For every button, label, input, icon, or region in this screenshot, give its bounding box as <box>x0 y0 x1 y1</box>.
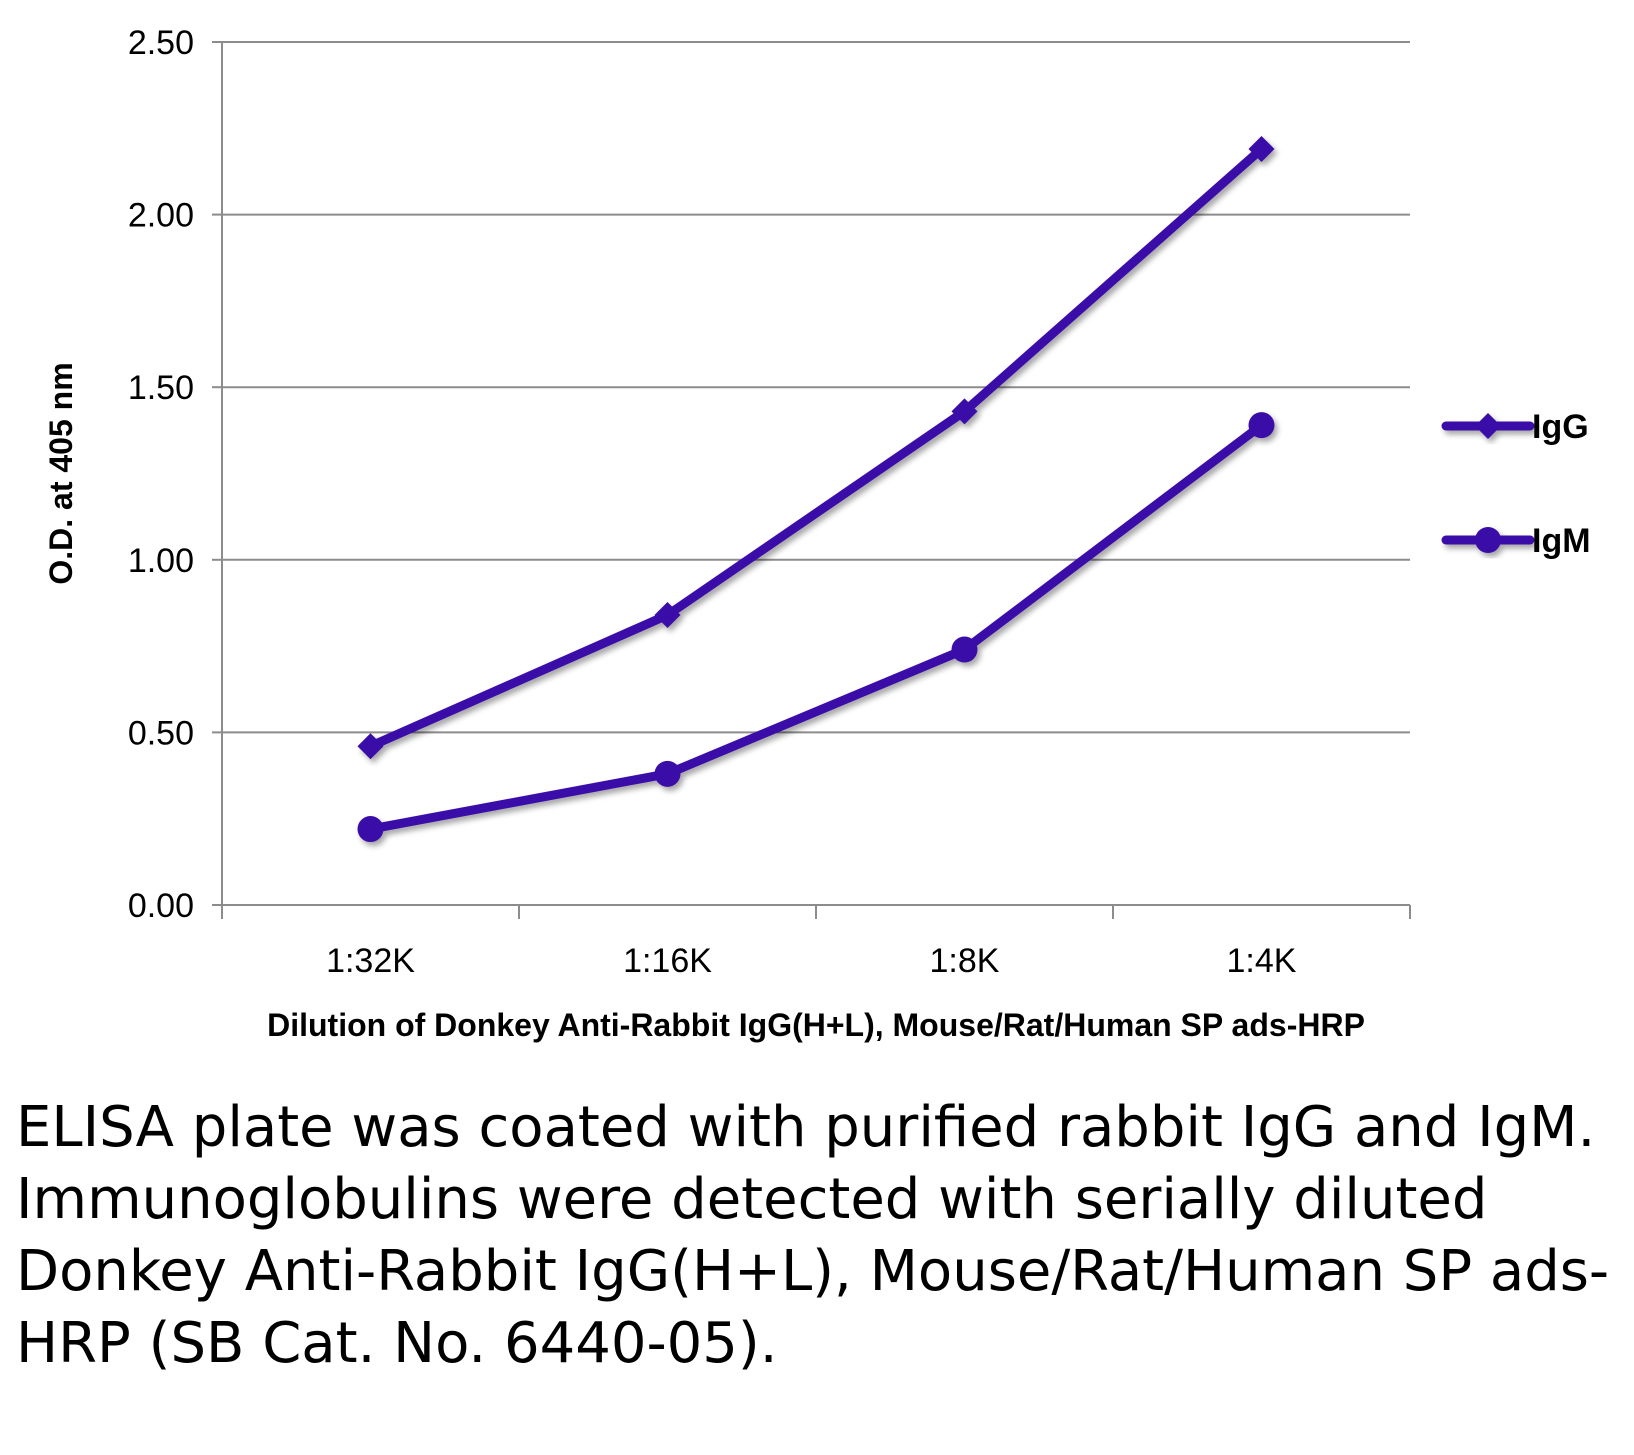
y-axis-title: O.D. at 405 nm <box>43 362 79 584</box>
legend-marker-igm <box>1475 527 1501 553</box>
series-line-igm <box>366 420 1266 834</box>
x-axis-title: Dilution of Donkey Anti-Rabbit IgG(H+L),… <box>267 1007 1365 1043</box>
legend-item-igm <box>1441 527 1535 553</box>
legend-label: IgG <box>1532 408 1589 446</box>
y-tick-label: 0.50 <box>128 714 194 752</box>
y-tick-label: 0.00 <box>128 887 194 925</box>
data-point-igm <box>951 636 978 663</box>
series-igm <box>357 412 1275 843</box>
legend-item-igg <box>1441 413 1535 439</box>
data-point-igm <box>357 816 384 843</box>
x-tick-label: 1:8K <box>930 942 1000 980</box>
data-point-igg <box>951 398 978 425</box>
data-point-igg <box>654 602 681 629</box>
legend-label: IgM <box>1532 522 1591 560</box>
data-point-igg <box>357 733 384 760</box>
gridlines <box>212 41 1410 906</box>
y-tick-label: 2.50 <box>128 24 194 62</box>
series-group <box>357 136 1275 843</box>
x-tick-labels: 1:32K 1:16K 1:8K 1:4K <box>326 942 1297 980</box>
y-tick-labels: 0.00 0.50 1.00 1.50 2.00 2.50 <box>128 24 194 925</box>
legend: IgG IgM <box>1441 408 1591 560</box>
y-tick-label: 1.50 <box>128 369 194 407</box>
x-tick-label: 1:4K <box>1227 942 1297 980</box>
x-tick-label: 1:32K <box>326 942 415 980</box>
legend-marker-igg <box>1475 413 1501 439</box>
data-point-igg <box>1248 136 1275 163</box>
data-point-igm <box>1248 412 1275 439</box>
figure-caption: ELISA plate was coated with purified rab… <box>16 1095 1610 1376</box>
y-tick-label: 2.00 <box>128 197 194 235</box>
series-igg <box>357 136 1275 760</box>
data-point-igm <box>654 760 681 787</box>
x-tick-label: 1:16K <box>623 942 712 980</box>
axes <box>221 42 1411 919</box>
y-tick-label: 1.00 <box>128 542 194 580</box>
series-line-igg <box>366 144 1266 751</box>
line-chart: 0.000.501.001.502.002.50 1:32K 1:16K 1:8K 1… <box>43 24 1591 1043</box>
